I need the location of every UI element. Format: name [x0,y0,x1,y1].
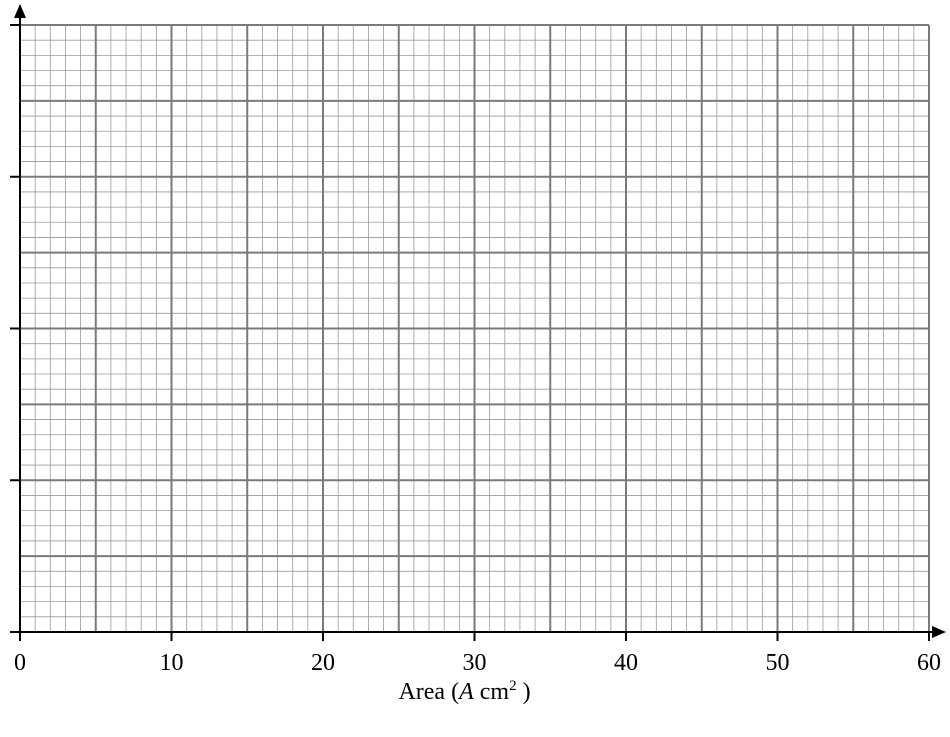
major-grid [19,24,930,633]
axes [10,4,946,640]
x-tick-label: 60 [917,650,941,676]
x-axis-title-suffix: ) [517,679,531,705]
x-tick-label: 20 [311,650,335,676]
y-axis-ticks [10,24,20,482]
x-axis-ticks [19,632,930,641]
x-axis-title-unit: cm [474,679,510,705]
x-tick-labels: 0 10 20 30 40 50 60 [14,650,941,676]
x-tick-label: 10 [160,650,184,676]
x-axis-arrowhead [932,626,946,638]
x-tick-label: 30 [463,650,487,676]
x-tick-label: 40 [614,650,638,676]
x-axis-title-unit-power: 2 [509,678,517,694]
x-axis-title-prefix: Area ( [398,679,459,705]
x-axis-title-variable: A [457,679,474,705]
x-axis-title: Area (A cm2 ) [398,678,530,705]
x-tick-label: 0 [14,650,26,676]
x-tick-label: 50 [766,650,790,676]
y-axis-arrowhead [14,4,26,18]
